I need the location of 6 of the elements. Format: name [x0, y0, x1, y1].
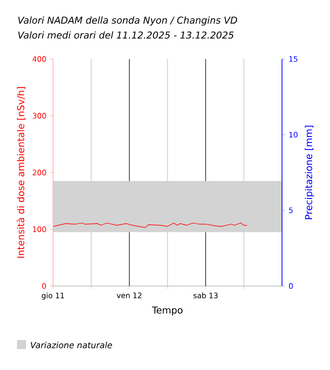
chart-subtitle: Valori medi orari del 11.12.2025 - 13.12.2025	[18, 31, 234, 39]
legend-label: Variazione naturale	[30, 342, 112, 348]
y-axis-title: Intensità di dose ambientale [nSv/h]	[16, 87, 26, 258]
chart-title: Valori NADAM della sonda Nyon / Changins VD	[18, 16, 238, 26]
x-axis-title: Tempo	[152, 306, 183, 316]
y2-axis-title: Precipitazione [mm]	[304, 126, 314, 220]
